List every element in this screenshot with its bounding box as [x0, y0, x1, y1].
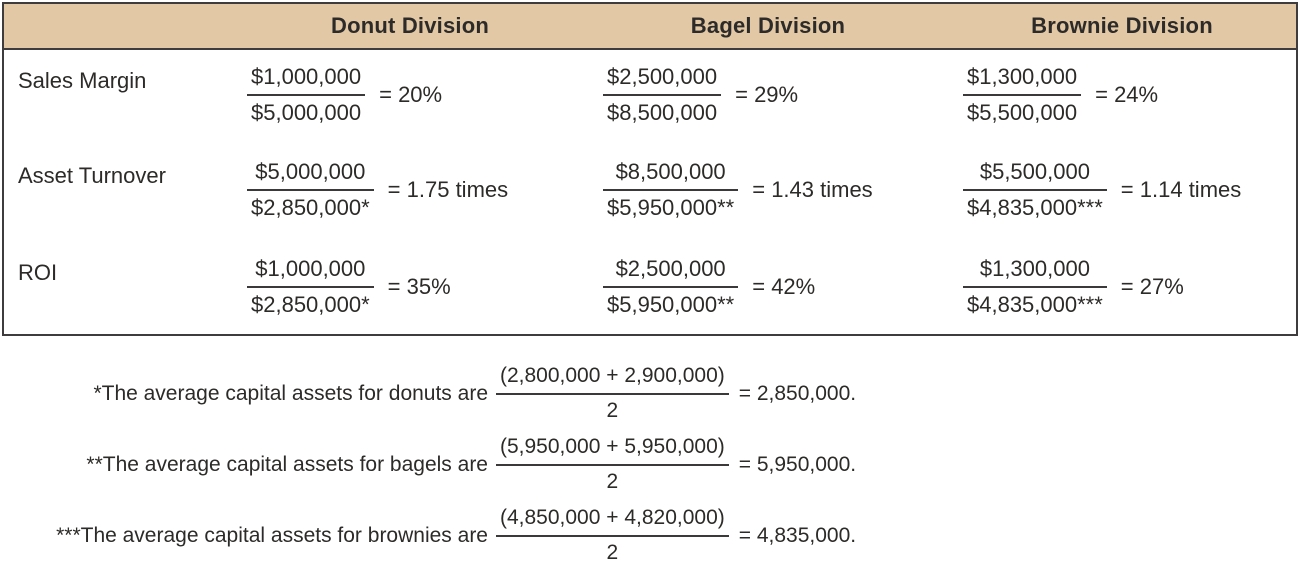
ratio-result: = 1.43 times	[752, 177, 873, 202]
footnote-label: **The average capital assets for bagels …	[86, 452, 488, 476]
fraction-denominator: 2	[606, 469, 619, 493]
ratio-result: = 42%	[752, 274, 816, 299]
fraction-denominator: $8,500,000	[607, 100, 718, 125]
asset-turnover-donut-cell: $5,000,000 $2,850,000* = 1.75 times	[232, 159, 588, 221]
ratio-result: = 1.75 times	[387, 177, 509, 202]
fraction-numerator: $2,500,000	[603, 64, 722, 96]
table-row-sales-margin: Sales Margin $1,000,000 $5,000,000 = 20%…	[4, 50, 1296, 140]
fraction-denominator: $4,835,000***	[967, 292, 1103, 317]
footnote-result: = 4,835,000.	[738, 523, 857, 547]
footnote-result: = 5,950,000.	[738, 452, 857, 476]
fraction-numerator: $1,300,000	[963, 64, 1082, 96]
fraction: $2,500,000 $8,500,000	[603, 64, 722, 126]
footnote-fraction: (4,850,000 + 4,820,000) 2	[496, 506, 729, 566]
fraction-denominator: $5,950,000**	[607, 292, 735, 317]
fraction: $1,300,000 $4,835,000***	[963, 256, 1107, 318]
sales-margin-bagel-cell: $2,500,000 $8,500,000 = 29%	[588, 64, 948, 126]
fraction-denominator: $4,835,000***	[967, 195, 1103, 220]
fraction-denominator: $2,850,000*	[251, 195, 370, 220]
fraction-numerator: $1,000,000	[247, 64, 366, 96]
fraction-numerator: $5,500,000	[963, 159, 1107, 191]
fraction-numerator: $1,000,000	[247, 256, 374, 288]
sales-margin-brownie-cell: $1,300,000 $5,500,000 = 24%	[948, 64, 1296, 126]
fraction: $1,000,000 $2,850,000*	[247, 256, 374, 318]
sales-margin-donut-cell: $1,000,000 $5,000,000 = 20%	[232, 64, 588, 126]
ratio-result: = 29%	[735, 82, 799, 107]
footnote-result: = 2,850,000.	[738, 381, 857, 405]
ratio-result: = 27%	[1120, 274, 1184, 299]
row-label-roi: ROI	[18, 260, 58, 285]
column-header-donut-division: Donut Division	[330, 13, 489, 38]
footnote-label: ***The average capital assets for browni…	[56, 523, 488, 547]
division-ratios-table: Donut Division Bagel Division Brownie Di…	[2, 2, 1298, 336]
fraction-numerator: $1,300,000	[963, 256, 1107, 288]
roi-brownie-cell: $1,300,000 $4,835,000*** = 27%	[948, 256, 1296, 318]
table-row-asset-turnover: Asset Turnover $5,000,000 $2,850,000* = …	[4, 140, 1296, 240]
fraction-numerator: (2,800,000 + 2,900,000)	[496, 364, 729, 395]
column-header-bagel-division: Bagel Division	[690, 13, 846, 38]
fraction: $1,000,000 $5,000,000	[247, 64, 366, 126]
footnote-bagels: **The average capital assets for bagels …	[0, 429, 1300, 500]
fraction: $8,500,000 $5,950,000**	[603, 159, 739, 221]
asset-turnover-brownie-cell: $5,500,000 $4,835,000*** = 1.14 times	[948, 159, 1296, 221]
column-header-brownie-division: Brownie Division	[1031, 13, 1213, 38]
fraction-denominator: $5,500,000	[967, 100, 1078, 125]
fraction-denominator: $2,850,000*	[251, 292, 370, 317]
footnote-fraction: (5,950,000 + 5,950,000) 2	[496, 435, 729, 495]
asset-turnover-bagel-cell: $8,500,000 $5,950,000** = 1.43 times	[588, 159, 948, 221]
ratio-result: = 1.14 times	[1120, 177, 1242, 202]
fraction-denominator: 2	[606, 398, 619, 422]
row-label-sales-margin: Sales Margin	[18, 68, 147, 93]
ratio-result: = 20%	[379, 82, 443, 107]
footnotes-section: *The average capital assets for donuts a…	[0, 358, 1300, 571]
fraction-numerator: (4,850,000 + 4,820,000)	[496, 506, 729, 537]
roi-donut-cell: $1,000,000 $2,850,000* = 35%	[232, 256, 588, 318]
fraction: $2,500,000 $5,950,000**	[603, 256, 739, 318]
fraction: $5,500,000 $4,835,000***	[963, 159, 1107, 221]
fraction-numerator: $2,500,000	[603, 256, 739, 288]
footnote-donuts: *The average capital assets for donuts a…	[0, 358, 1300, 429]
fraction-numerator: $5,000,000	[247, 159, 374, 191]
fraction: $1,300,000 $5,500,000	[963, 64, 1082, 126]
fraction-numerator: (5,950,000 + 5,950,000)	[496, 435, 729, 466]
footnote-fraction: (2,800,000 + 2,900,000) 2	[496, 364, 729, 424]
fraction-denominator: $5,950,000**	[607, 195, 735, 220]
fraction-numerator: $8,500,000	[603, 159, 739, 191]
fraction-denominator: $5,000,000	[251, 100, 362, 125]
ratio-result: = 24%	[1095, 82, 1159, 107]
table-header-row: Donut Division Bagel Division Brownie Di…	[4, 4, 1296, 50]
fraction-denominator: 2	[606, 540, 619, 564]
table-row-roi: ROI $1,000,000 $2,850,000* = 35% $2,500,…	[4, 240, 1296, 334]
row-label-asset-turnover: Asset Turnover	[18, 163, 166, 188]
footnote-label: *The average capital assets for donuts a…	[93, 381, 488, 405]
roi-bagel-cell: $2,500,000 $5,950,000** = 42%	[588, 256, 948, 318]
ratio-result: = 35%	[387, 274, 451, 299]
fraction: $5,000,000 $2,850,000*	[247, 159, 374, 221]
footnote-brownies: ***The average capital assets for browni…	[0, 500, 1300, 571]
